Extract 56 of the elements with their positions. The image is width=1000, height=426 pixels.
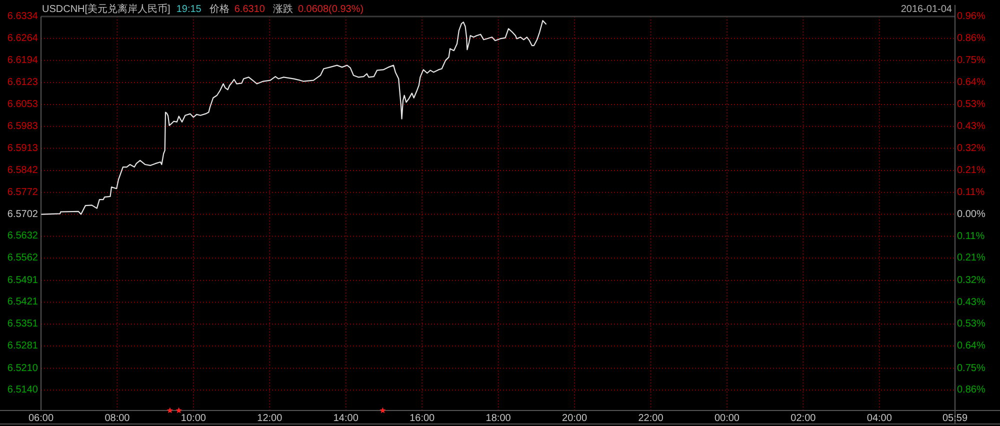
y-tick-label: 6.6264	[7, 32, 38, 44]
y2-tick-label: 0.11%	[957, 230, 985, 242]
x-tick-label: 18:00	[486, 413, 512, 424]
x-tick-label: 05:59	[942, 413, 968, 424]
text: 涨跌	[272, 3, 293, 15]
y2-tick-label: 0.32%	[957, 274, 986, 286]
y-tick-label: 6.6334	[7, 11, 38, 22]
text: 价格	[208, 3, 230, 15]
y-tick-label: 6.5140	[7, 384, 38, 396]
y-tick-label: 6.5913	[7, 142, 38, 154]
y-tick-label: 6.5281	[7, 340, 38, 352]
y-tick-label: 6.5562	[7, 252, 38, 264]
x-tick-label: 22:00	[638, 413, 664, 424]
y2-tick-label: 0.64%	[957, 77, 986, 88]
y-tick-label: 6.5210	[7, 362, 38, 374]
chart-title: USDCNH[美元兑离岸人民币]	[42, 3, 171, 15]
x-tick-label: 02:00	[790, 413, 816, 424]
x-tick-label: 14:00	[333, 413, 359, 424]
y-tick-label: 6.6194	[7, 54, 38, 66]
x-tick-label: 04:00	[866, 413, 892, 424]
y-tick-label: 6.6053	[7, 98, 38, 110]
y2-tick-label: 0.75%	[957, 362, 986, 374]
y2-tick-label: 0.21%	[957, 165, 986, 176]
y2-tick-label: 0.11%	[957, 186, 985, 198]
y-tick-label: 6.5772	[7, 186, 38, 198]
y-tick-label: 6.5842	[7, 164, 38, 176]
y-tick-label: 6.5632	[7, 230, 38, 242]
y2-tick-label: 0.21%	[957, 252, 986, 264]
x-tick-label: 10:00	[180, 413, 206, 424]
y2-tick-label: 0.86%	[957, 33, 986, 44]
x-tick-label: 08:00	[104, 413, 130, 424]
x-tick-label: 12:00	[257, 413, 283, 424]
x-tick-label: 06:00	[28, 413, 54, 424]
y2-tick-label: 0.75%	[957, 54, 986, 66]
y2-tick-label: 0.86%	[957, 384, 986, 396]
y2-tick-label: 0.32%	[957, 142, 986, 154]
text: 19:15	[176, 4, 202, 15]
y-tick-label: 6.5421	[7, 296, 38, 308]
y2-tick-label: 0.00%	[957, 208, 986, 220]
y2-tick-label: 0.64%	[957, 340, 986, 352]
text: 2016-01-04	[900, 4, 952, 15]
y2-tick-label: 0.53%	[957, 318, 986, 330]
x-tick-label: 20:00	[562, 413, 588, 424]
y-tick-label: 6.5351	[7, 318, 38, 330]
y-tick-label: 6.5983	[7, 120, 38, 132]
y-tick-label: 6.6123	[7, 77, 38, 88]
y2-tick-label: 0.43%	[957, 120, 986, 132]
x-tick-label: 16:00	[410, 413, 436, 424]
y-tick-label: 6.5702	[7, 208, 38, 220]
y2-tick-label: 0.43%	[957, 296, 986, 308]
y2-tick-label: 0.53%	[957, 99, 986, 110]
y2-tick-label: 0.96%	[957, 11, 986, 22]
y-tick-label: 6.5491	[7, 274, 38, 286]
text: 6.6310	[234, 4, 266, 15]
x-tick-label: 00:00	[714, 413, 740, 424]
text: 0.0608(0.93%)	[298, 4, 364, 15]
